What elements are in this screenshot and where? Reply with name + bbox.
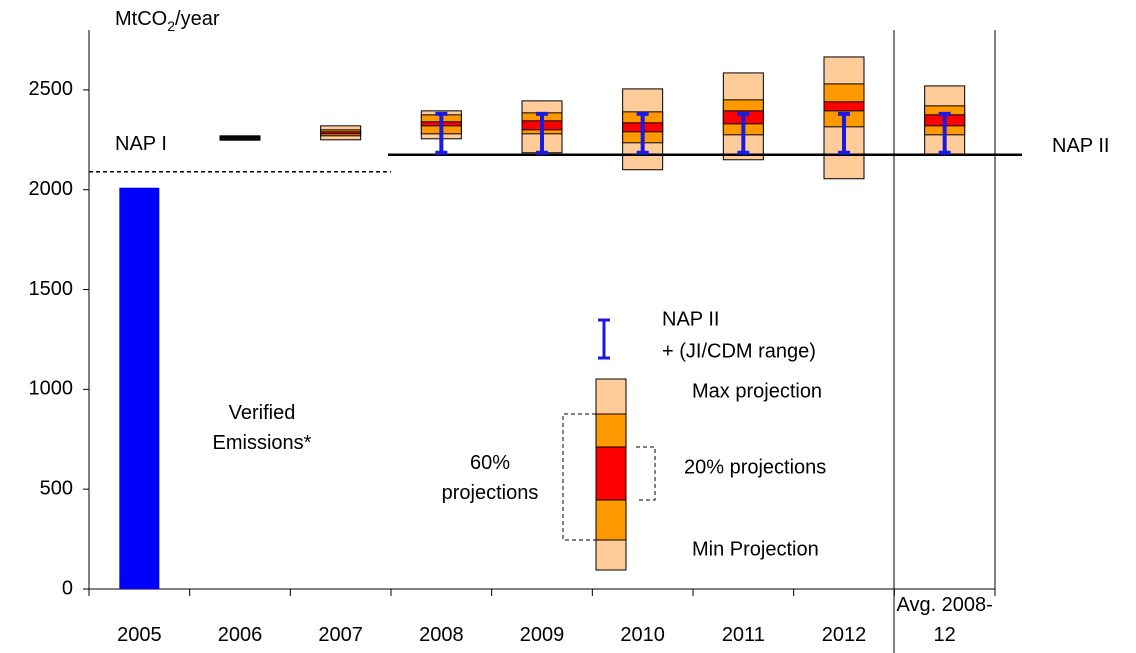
projection-inner bbox=[823, 101, 865, 112]
legend-label: NAP II bbox=[662, 308, 719, 330]
legend-label: 60% projections bbox=[441, 452, 539, 504]
x-tick-label: 2012 bbox=[821, 624, 867, 646]
annotation: Verified Emissions* bbox=[212, 402, 312, 454]
y-axis-label: MtCO2/year bbox=[115, 8, 220, 33]
x-tick-label: 2007 bbox=[318, 624, 363, 646]
legend-label: Max projection bbox=[692, 380, 822, 402]
legend-range-bar bbox=[598, 318, 610, 360]
legend-label: + (JI/CDM range) bbox=[662, 340, 816, 362]
x-tick-label: 2008 bbox=[419, 624, 464, 646]
y-label-part: /year bbox=[175, 8, 220, 30]
y-tick-label: 2000 bbox=[29, 178, 74, 200]
x-tick-label: 2006 bbox=[217, 624, 263, 646]
y-tick-label: 1500 bbox=[29, 278, 74, 300]
y-tick-label: 500 bbox=[40, 477, 73, 499]
legend-label: Min Projection bbox=[692, 538, 819, 560]
nap1-label: NAP I bbox=[115, 133, 167, 155]
y-tick-label: 2500 bbox=[29, 78, 74, 100]
legend-brackets bbox=[562, 413, 656, 541]
projection-inner bbox=[320, 131, 362, 135]
projection-inner bbox=[219, 136, 261, 139]
y-tick-label: 1000 bbox=[29, 378, 74, 400]
x-tick-label: 2010 bbox=[620, 624, 665, 646]
y-label-sub: 2 bbox=[167, 18, 175, 34]
y-tick-label: 0 bbox=[62, 577, 73, 599]
legend-graphic bbox=[562, 318, 656, 571]
x-tick-label: 2011 bbox=[721, 624, 765, 646]
x-tick-label: 2009 bbox=[519, 624, 565, 646]
nap2-label: NAP II bbox=[1052, 135, 1109, 157]
y-label-part: MtCO bbox=[115, 8, 167, 30]
legend-label: 20% projections bbox=[684, 456, 826, 478]
bar bbox=[119, 187, 160, 590]
x-tick-label: Avg. 2008-12 bbox=[896, 594, 993, 646]
x-tick-label: 2005 bbox=[117, 624, 162, 646]
legend-inner bbox=[595, 446, 627, 501]
